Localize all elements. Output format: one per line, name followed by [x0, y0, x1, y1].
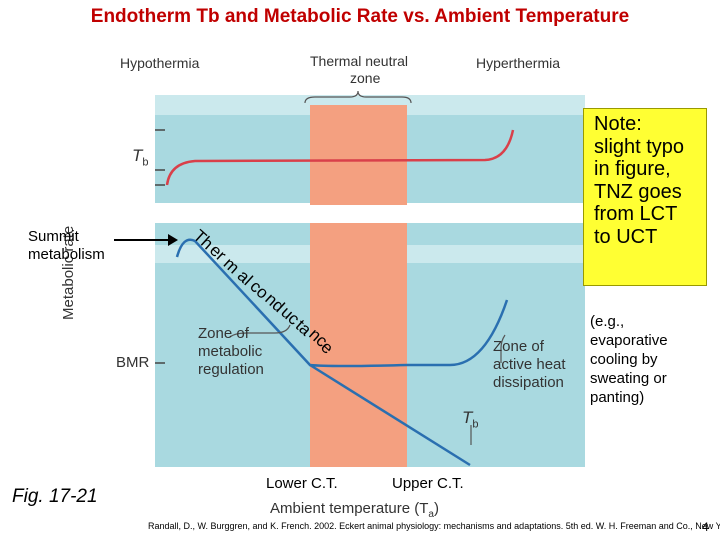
upper-ct-label: Upper C.T. [388, 474, 468, 493]
summit-arrow [114, 234, 178, 246]
citation: Randall, D., W. Burggren, and K. French.… [148, 521, 720, 531]
tb-curve-label: Tb [462, 408, 479, 431]
zone-metabolic-label: Zone of metabolic regulation [198, 325, 264, 378]
tnz-brace [304, 90, 412, 104]
tnz-label-line2: zone [350, 70, 381, 86]
zone-heat-brace [500, 334, 506, 363]
note-box: Note: slight typo in figure, TNZ goes fr… [583, 108, 707, 286]
bmr-label: BMR [116, 354, 150, 371]
tb-curve [165, 129, 515, 186]
x-axis-label: Ambient temperature (Ta) [270, 500, 439, 520]
evaporative-cooling-note: (e.g., evaporative cooling by sweating o… [590, 313, 668, 406]
page-number: 4 [702, 520, 709, 534]
hyperthermia-label: Hyperthermia [476, 55, 561, 71]
zone-metabolic-brace [229, 324, 291, 338]
tb-axis-label: Tb [132, 146, 149, 169]
tb-decline-line [309, 363, 471, 467]
metabolic-rate-curve [175, 238, 509, 368]
slide-title: Endotherm Tb and Metabolic Rate vs. Ambi… [90, 6, 630, 27]
summit-metabolism-label: Summit metabolism [28, 228, 105, 263]
hypothermia-label: Hypothermia [120, 55, 200, 71]
diagram [155, 45, 585, 467]
figure-label: Fig. 17-21 [12, 486, 98, 507]
tnz-label-line1: Thermal neutral [310, 53, 409, 69]
zone-heat-label: Zone of active heat dissipation [493, 338, 566, 391]
tnz-band [310, 105, 407, 205]
lower-ct-label: Lower C.T. [262, 474, 342, 493]
